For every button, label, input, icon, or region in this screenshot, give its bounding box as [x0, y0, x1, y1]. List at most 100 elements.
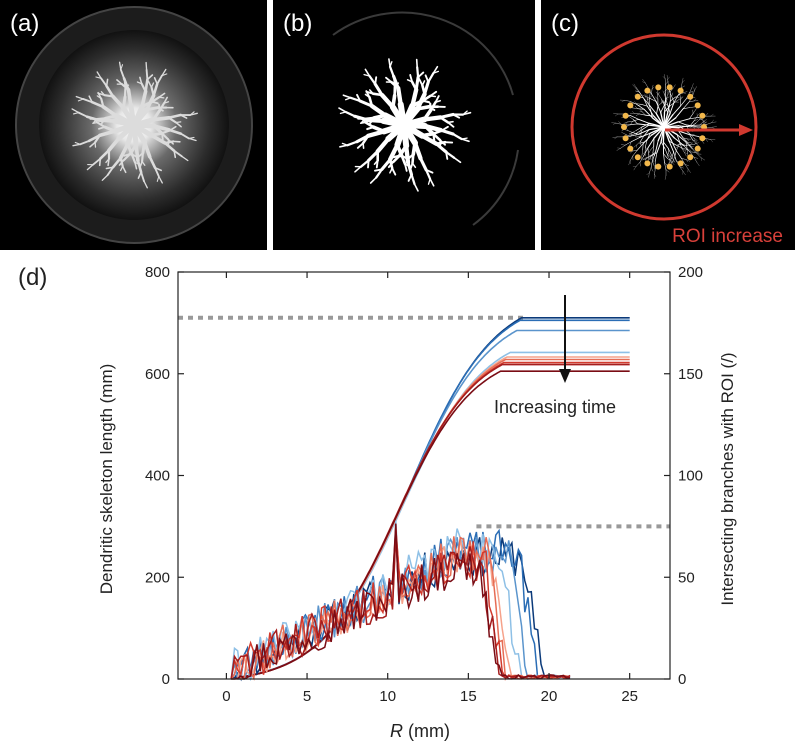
- skeleton-branch: [684, 152, 687, 157]
- dendrite-branch: [169, 129, 176, 133]
- skeleton-branch: [635, 113, 640, 116]
- skeleton-branch: [675, 150, 682, 159]
- skeleton-branch: [647, 137, 655, 149]
- y-left-tick-label: 200: [145, 569, 170, 586]
- roi-intersection-dot: [694, 102, 701, 109]
- skeleton-branch: [673, 84, 676, 89]
- skeleton-branch: [666, 75, 668, 80]
- dendrite-branch: [411, 162, 417, 169]
- skeleton-branch: [690, 120, 695, 126]
- dendrite-branch: [341, 142, 349, 146]
- panel-c-skeleton-image: [570, 33, 758, 221]
- skeleton-branch: [680, 98, 687, 107]
- length-series-line: [231, 329, 630, 680]
- roi-intersection-dot: [677, 87, 684, 94]
- skeleton-branch: [669, 101, 675, 114]
- skeleton-branch: [689, 134, 694, 141]
- skeleton-branch: [660, 104, 665, 113]
- dendrite-branch: [179, 132, 190, 140]
- dendrite-branch: [395, 143, 404, 158]
- skeleton-branch: [639, 133, 642, 138]
- skeleton-branch: [691, 83, 694, 88]
- dendrite-branch: [94, 134, 101, 144]
- dendrite-branch: [141, 160, 146, 166]
- skeleton-branch: [629, 155, 633, 161]
- skeleton-branch: [636, 87, 640, 93]
- dendrite-branch: [107, 136, 121, 152]
- dendrite-branch: [145, 61, 148, 71]
- skeleton-branch: [673, 151, 677, 162]
- dendrite-branch: [360, 118, 366, 124]
- skeleton-branch: [642, 151, 646, 155]
- skeleton-branch: [672, 105, 681, 116]
- skeleton-branch: [641, 123, 650, 128]
- skeleton-branch: [635, 87, 640, 93]
- roi-intersection-dot: [627, 145, 634, 152]
- dendrite-branch: [373, 159, 379, 165]
- dendrite-branch: [407, 173, 413, 182]
- skeleton-branch: [689, 117, 699, 120]
- skeleton-branch: [666, 91, 669, 95]
- dendrite-branch: [98, 129, 117, 138]
- dendrite-branch: [161, 68, 167, 77]
- skeleton-branch: [665, 99, 669, 106]
- skeleton-branch: [633, 144, 637, 148]
- skeleton-branch: [682, 137, 688, 140]
- chart-d: (d) 0 5 10 15 20 250200400600800050100150200 …: [18, 264, 737, 741]
- skeleton-branch: [669, 159, 673, 161]
- dendrite-branch: [417, 71, 425, 79]
- skeleton-branch: [694, 142, 699, 145]
- skeleton-branch: [635, 106, 638, 109]
- dendrite-branch: [98, 157, 102, 167]
- skeleton-branch: [643, 147, 649, 157]
- roi-intersection-dot: [655, 84, 662, 91]
- dendrite-branch: [150, 82, 155, 88]
- skeleton-branch: [705, 113, 709, 117]
- skeleton-branch: [690, 134, 695, 139]
- skeleton-branch: [682, 171, 686, 176]
- dendrite-branch: [422, 108, 433, 122]
- dendrite-branch: [118, 61, 122, 71]
- dendrite-branch: [75, 95, 84, 100]
- skeleton-branch: [658, 94, 662, 100]
- skeleton-branch: [648, 172, 650, 178]
- skeleton-branch: [623, 121, 628, 124]
- panel-a-label: (a): [10, 10, 40, 37]
- y-right-tick-label: 200: [678, 264, 703, 281]
- skeleton-branch: [689, 151, 695, 158]
- skeleton-branch: [694, 115, 698, 121]
- dendrite-branch: [452, 113, 461, 119]
- dendrite-branch: [145, 106, 160, 112]
- skeleton-branch: [682, 77, 684, 83]
- skeleton-branch: [641, 149, 643, 156]
- skeleton-branch: [612, 136, 618, 138]
- dendrite-branch: [88, 95, 93, 103]
- skeleton-branch: [639, 162, 641, 167]
- skeleton-branch: [636, 103, 645, 110]
- dendrite-branch: [158, 96, 165, 99]
- skeleton-branch: [679, 166, 684, 172]
- skeleton-branch: [669, 159, 672, 163]
- skeleton-branch: [631, 132, 638, 135]
- panel-a-dendrite-image: [15, 6, 253, 244]
- dendrite-branch: [119, 165, 124, 172]
- roi-intersection-dot: [677, 160, 684, 167]
- dendrite-branch: [424, 168, 432, 181]
- skeleton-branch: [689, 91, 694, 93]
- dendrite-branch: [95, 117, 107, 121]
- skeleton-branch: [651, 88, 653, 95]
- skeleton-branch: [656, 105, 659, 115]
- skeleton-branch: [624, 100, 631, 102]
- dendrite-branch: [435, 140, 447, 146]
- skeleton-branch: [648, 126, 665, 131]
- skeleton-branch: [678, 92, 684, 95]
- skeleton-branch: [664, 91, 666, 95]
- skeleton-branch: [693, 157, 699, 159]
- dendrite-branch: [106, 166, 114, 177]
- skeleton-branch: [663, 104, 669, 113]
- skeleton-branch: [667, 76, 670, 80]
- dendrite-branch: [92, 157, 102, 166]
- y-left-tick-label: 800: [145, 264, 170, 281]
- skeleton-branch: [663, 102, 669, 106]
- skeleton-branch: [632, 111, 635, 114]
